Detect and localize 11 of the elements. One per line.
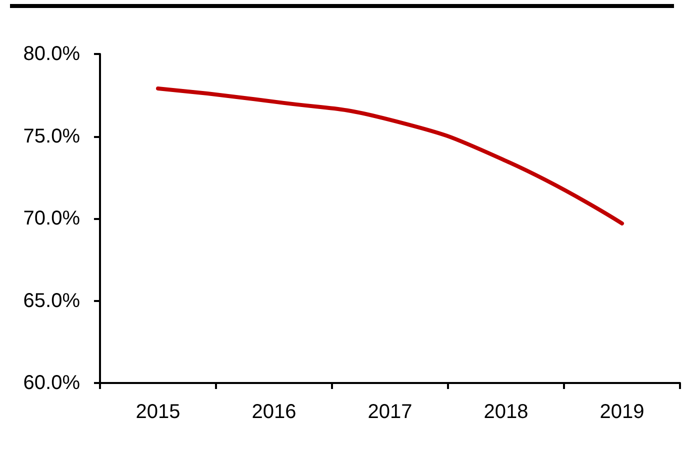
y-tick-label: 60.0% — [23, 372, 80, 394]
x-tick-label: 2017 — [368, 401, 412, 423]
y-tick-label: 65.0% — [23, 290, 80, 312]
line-series — [156, 86, 624, 226]
y-tick-label: 80.0% — [23, 43, 80, 65]
x-tick-label: 2015 — [136, 401, 180, 423]
y-tick-label: 70.0% — [23, 208, 80, 230]
x-tick-label: 2018 — [484, 401, 528, 423]
x-tick-label: 2019 — [600, 401, 644, 423]
x-tick-label: 2016 — [252, 401, 296, 423]
y-tick-label: 75.0% — [23, 125, 80, 148]
